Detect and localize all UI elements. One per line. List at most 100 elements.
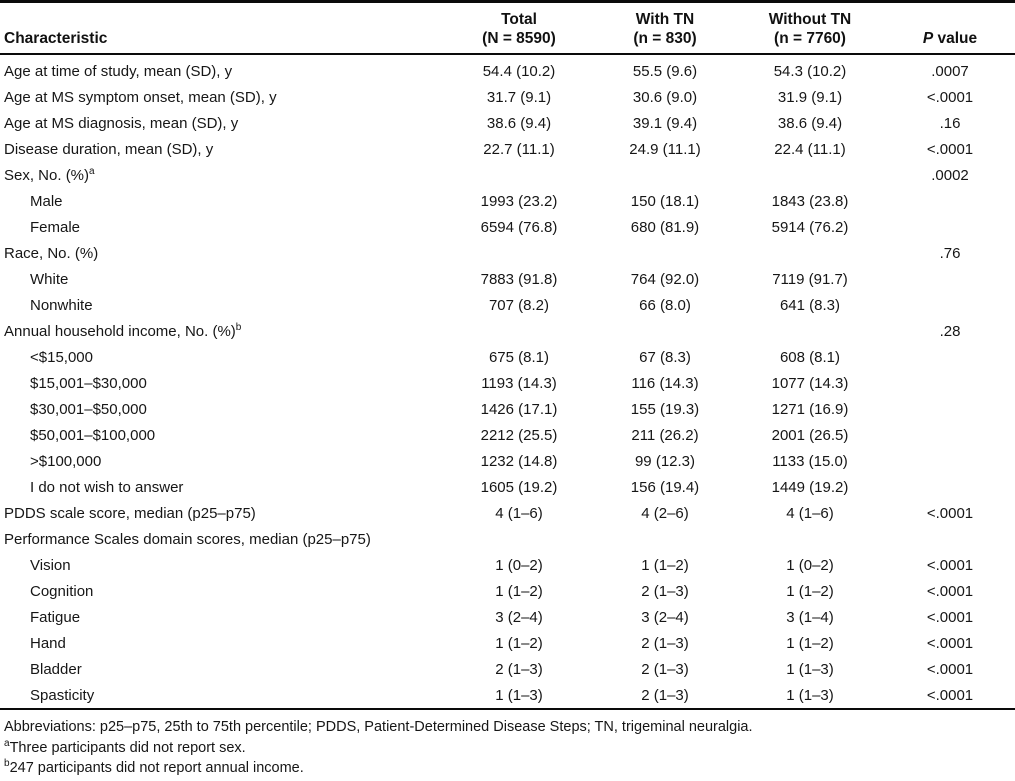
row-label: Performance Scales domain scores, median… xyxy=(4,530,371,548)
cell-p-value: .76 xyxy=(939,244,961,262)
cell-total xyxy=(443,240,595,266)
row-label: Fatigue xyxy=(30,608,81,626)
row-label: Vision xyxy=(30,556,71,574)
column-header-p-value-rest: value xyxy=(933,30,978,47)
table-row: I do not wish to answer 1605 (19.2) 156 … xyxy=(0,474,1015,500)
cell-with-tn: 1 (1–2) xyxy=(641,556,689,574)
row-label: Spasticity xyxy=(0,682,443,710)
column-header-without-tn-line1: Without TN xyxy=(768,11,852,28)
characteristics-table: Characteristic Total (N = 8590) With TN … xyxy=(0,0,1015,710)
cell-total: 22.7 (11.1) xyxy=(483,140,555,158)
cell-with-tn: 66 (8.0) xyxy=(639,296,691,314)
cell-without-tn: 4 (1–6) xyxy=(786,504,834,522)
footnote-marker: b xyxy=(4,758,10,770)
column-header-with-tn: With TN (n = 830) xyxy=(595,0,735,55)
footnote-line: aThree participants did not report sex. xyxy=(4,737,246,756)
cell-without-tn: 1133 (15.0) xyxy=(772,452,848,470)
cell-without-tn: 1077 (14.3) xyxy=(771,374,849,392)
cell-with-tn xyxy=(595,318,735,344)
table-row: Male 1993 (23.2) 150 (18.1) 1843 (23.8) xyxy=(0,188,1015,214)
cell-total: 1605 (19.2) xyxy=(480,478,558,496)
row-label: >$100,000 xyxy=(30,452,102,470)
table-row: Age at MS diagnosis, mean (SD), y 38.6 (… xyxy=(0,110,1015,136)
cell-with-tn: 150 (18.1) xyxy=(630,192,700,210)
row-label: $15,001–$30,000 xyxy=(30,374,147,392)
cell-total xyxy=(443,526,595,552)
cell-p-value xyxy=(885,422,1015,448)
table-row: Nonwhite 707 (8.2) 66 (8.0) 641 (8.3) xyxy=(0,292,1015,318)
cell-with-tn: 24.9 (11.1) xyxy=(629,140,701,158)
cell-p-value: .28 xyxy=(939,322,961,340)
column-header-without-tn-line2: (n = 7760) xyxy=(774,30,846,47)
table-footnotes: Abbreviations: p25–p75, 25th to 75th per… xyxy=(0,710,1015,779)
cell-p-value xyxy=(885,214,1015,240)
column-header-with-tn-line2: (n = 830) xyxy=(633,30,697,47)
cell-with-tn: 211 (26.2) xyxy=(631,426,699,444)
cell-without-tn: 1 (1–2) xyxy=(786,634,834,652)
cell-without-tn: 608 (8.1) xyxy=(779,348,841,366)
table-row: $15,001–$30,000 1193 (14.3) 116 (14.3) 1… xyxy=(0,370,1015,396)
row-label: Age at time of study, mean (SD), y xyxy=(4,62,233,80)
row-label: Cognition xyxy=(30,582,94,600)
cell-total: 2 (1–3) xyxy=(495,660,543,678)
cell-total: 54.4 (10.2) xyxy=(482,62,556,80)
row-label: Disease duration, mean (SD), y xyxy=(4,140,214,158)
cell-p-value: <.0001 xyxy=(885,682,1015,710)
cell-total: 675 (8.1) xyxy=(488,348,550,366)
table-row: Disease duration, mean (SD), y 22.7 (11.… xyxy=(0,136,1015,162)
row-label: $50,001–$100,000 xyxy=(30,426,156,444)
cell-without-tn: 1 (0–2) xyxy=(786,556,834,574)
column-header-characteristic: Characteristic xyxy=(0,0,443,55)
cell-total: 1 (0–2) xyxy=(495,556,543,574)
footnote-marker: a xyxy=(4,737,10,749)
cell-without-tn: 641 (8.3) xyxy=(779,296,841,314)
cell-with-tn: 2 (1–3) xyxy=(641,660,689,678)
row-label: Age at MS symptom onset, mean (SD), y xyxy=(4,88,277,106)
cell-p-value: <.0001 xyxy=(926,634,974,652)
cell-with-tn: 155 (19.3) xyxy=(630,400,700,418)
cell-total: 4 (1–6) xyxy=(495,504,543,522)
row-label: Female xyxy=(30,218,81,236)
table-row: Annual household income, No. (%)b .28 xyxy=(0,318,1015,344)
footnote-line: Abbreviations: p25–p75, 25th to 75th per… xyxy=(4,719,753,735)
cell-p-value xyxy=(885,344,1015,370)
column-header-total-line2: (N = 8590) xyxy=(482,30,556,47)
table-row: Performance Scales domain scores, median… xyxy=(0,526,1015,552)
cell-with-tn xyxy=(595,162,735,188)
row-label: $30,001–$50,000 xyxy=(30,400,147,418)
cell-p-value: .0007 xyxy=(931,62,969,80)
cell-without-tn: 2001 (26.5) xyxy=(771,426,849,444)
cell-with-tn: 39.1 (9.4) xyxy=(632,114,698,132)
table-body: Age at time of study, mean (SD), y 54.4 … xyxy=(0,54,1015,710)
cell-without-tn xyxy=(735,240,885,266)
cell-with-tn: 55.5 (9.6) xyxy=(632,62,698,80)
cell-without-tn: 3 (1–4) xyxy=(786,608,834,626)
cell-without-tn: 31.9 (9.1) xyxy=(777,88,843,106)
cell-p-value xyxy=(885,188,1015,214)
table-row: Hand 1 (1–2) 2 (1–3) 1 (1–2) <.0001 xyxy=(0,630,1015,656)
cell-with-tn: 67 (8.3) xyxy=(639,348,691,366)
table-row: Age at MS symptom onset, mean (SD), y 31… xyxy=(0,84,1015,110)
row-label: White xyxy=(30,270,69,288)
row-label: Annual household income, No. (%)b xyxy=(4,321,242,340)
row-label: Bladder xyxy=(30,660,82,678)
cell-p-value xyxy=(885,370,1015,396)
footnote-marker: b xyxy=(235,321,242,333)
cell-with-tn xyxy=(595,240,735,266)
cell-p-value: .16 xyxy=(939,114,961,132)
row-label: I do not wish to answer xyxy=(30,478,184,496)
cell-total: 7883 (91.8) xyxy=(480,270,558,288)
cell-with-tn: 4 (2–6) xyxy=(641,504,689,522)
cell-total: 2212 (25.5) xyxy=(480,426,558,444)
cell-total: 1 (1–3) xyxy=(443,682,595,710)
table-row: Female 6594 (76.8) 680 (81.9) 5914 (76.2… xyxy=(0,214,1015,240)
cell-without-tn: 7119 (91.7) xyxy=(772,270,848,288)
table-row: >$100,000 1232 (14.8) 99 (12.3) 1133 (15… xyxy=(0,448,1015,474)
cell-without-tn: 1 (1–3) xyxy=(786,660,834,678)
table-row: Bladder 2 (1–3) 2 (1–3) 1 (1–3) <.0001 xyxy=(0,656,1015,682)
row-label: Sex, No. (%)a xyxy=(4,165,95,184)
table-row: Spasticity 1 (1–3) 2 (1–3) 1 (1–3) <.000… xyxy=(0,682,1015,710)
table-row: $50,001–$100,000 2212 (25.5) 211 (26.2) … xyxy=(0,422,1015,448)
footnote-marker: a xyxy=(89,165,95,177)
